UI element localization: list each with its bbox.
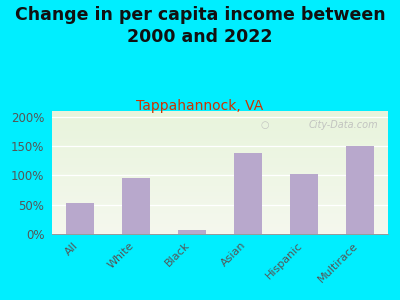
Bar xyxy=(122,178,150,234)
Text: Tappahannock, VA: Tappahannock, VA xyxy=(136,99,264,113)
Text: Change in per capita income between
2000 and 2022: Change in per capita income between 2000… xyxy=(15,6,385,46)
Text: City-Data.com: City-Data.com xyxy=(308,120,378,130)
Bar xyxy=(346,146,374,234)
Bar xyxy=(178,230,206,234)
Bar xyxy=(290,174,318,234)
Bar xyxy=(234,153,262,234)
Text: ○: ○ xyxy=(260,120,269,130)
Bar xyxy=(66,203,94,234)
